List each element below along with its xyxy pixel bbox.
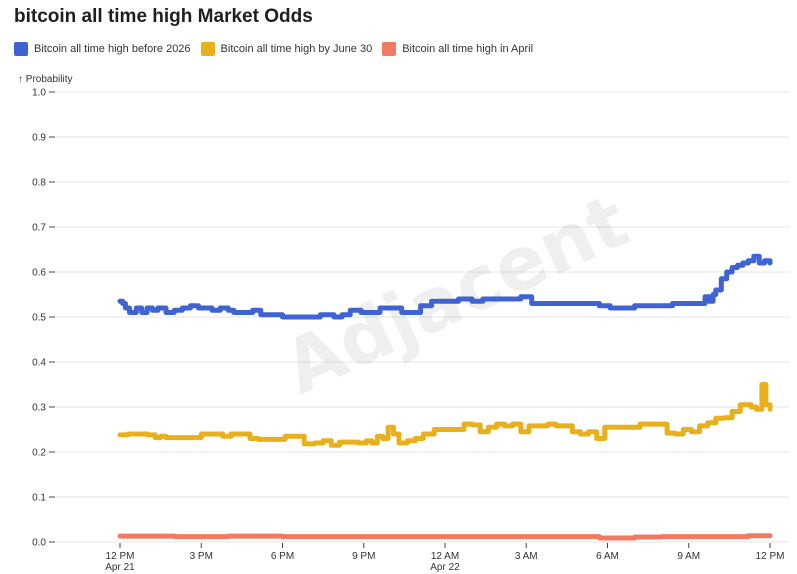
x-tick-label: 6 PM (271, 551, 294, 562)
series-line-1 (117, 382, 773, 448)
y-tick-label: 0.1 (32, 493, 46, 504)
legend-label-by-june-30: Bitcoin all time high by June 30 (220, 43, 373, 55)
x-tick-sublabel: Apr 21 (105, 562, 135, 573)
y-tick-label: 1.0 (32, 88, 46, 99)
series-lines (117, 253, 773, 541)
y-tick-label: 0.7 (32, 223, 46, 234)
x-tick-label: 9 PM (352, 551, 375, 562)
legend-swatch-by-june-30 (200, 42, 215, 56)
chart-title: bitcoin all time high Market Odds (14, 6, 313, 27)
y-tick-label: 0.3 (32, 403, 46, 414)
x-tick-label: 12 PM (106, 551, 135, 562)
y-axis-title: ↑ Probability (18, 74, 72, 85)
y-tick-label: 0.6 (32, 268, 46, 279)
x-tick-label: 9 AM (677, 551, 700, 562)
gridlines (55, 91, 790, 543)
legend-item-in-april[interactable]: Bitcoin all time high in April (382, 42, 533, 56)
series-line-0 (117, 253, 773, 320)
legend-swatch-in-april (382, 42, 397, 56)
y-axis: 0.0 0.1 0.2 0.3 0.4 0.5 0.6 0.7 0.8 0.9 1.0 (32, 88, 55, 549)
series-line-2 (117, 533, 773, 541)
y-tick-label: 0.8 (32, 178, 46, 189)
legend: Bitcoin all time high before 2026 Bitcoi… (14, 42, 543, 56)
x-tick-label: 6 AM (596, 551, 619, 562)
x-tick-label: 12 AM (431, 551, 459, 562)
legend-label-before-2026: Bitcoin all time high before 2026 (34, 43, 191, 55)
y-tick-label: 0.5 (32, 313, 46, 324)
watermark: Adjacent (271, 178, 641, 411)
legend-item-before-2026[interactable]: Bitcoin all time high before 2026 (14, 42, 191, 56)
legend-item-by-june-30[interactable]: Bitcoin all time high by June 30 (200, 42, 373, 56)
y-tick-label: 0.2 (32, 448, 46, 459)
x-tick-label: 3 AM (515, 551, 538, 562)
y-tick-label: 0.4 (32, 358, 46, 369)
x-tick-label: 12 PM (756, 551, 785, 562)
y-tick-label: 0.9 (32, 133, 46, 144)
legend-swatch-before-2026 (14, 42, 28, 56)
x-tick-sublabel: Apr 22 (430, 562, 460, 573)
x-tick-label: 3 PM (190, 551, 213, 562)
y-tick-label: 0.0 (32, 538, 46, 549)
legend-label-in-april: Bitcoin all time high in April (402, 43, 534, 55)
